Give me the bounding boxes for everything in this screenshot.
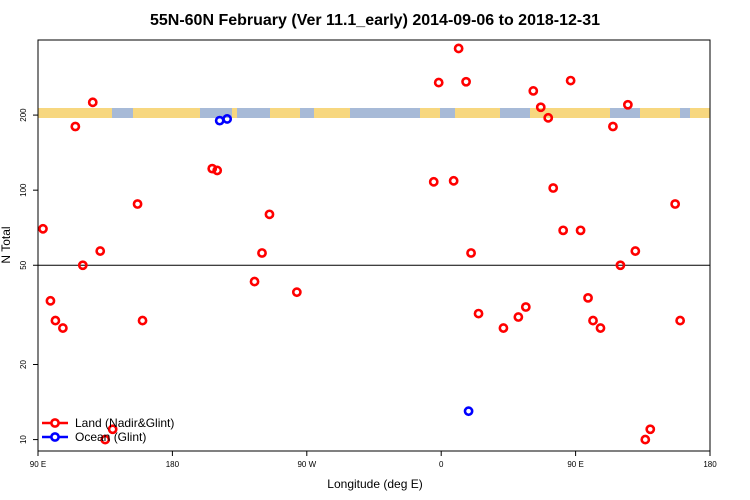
- data-point: [132, 199, 143, 209]
- data-point: [675, 315, 686, 326]
- map-land: [232, 108, 237, 118]
- data-point: [214, 115, 225, 126]
- map-land: [133, 108, 200, 118]
- legend-marker: [50, 432, 60, 442]
- data-point: [520, 302, 531, 312]
- y-tick-label: 20: [19, 360, 28, 369]
- x-tick-label: 0: [439, 460, 444, 469]
- data-point: [528, 86, 539, 96]
- x-axis-ticks: 90 E 180 90 W 0 90 E 180: [30, 451, 717, 469]
- data-point: [615, 260, 626, 271]
- data-point: [595, 323, 606, 333]
- data-point: [38, 223, 48, 234]
- data-point: [87, 97, 98, 108]
- y-tick-label: 50: [19, 260, 28, 269]
- data-point: [453, 43, 464, 54]
- data-point: [498, 323, 509, 333]
- data-point: [535, 102, 546, 113]
- data-points: [38, 43, 686, 445]
- map-land: [420, 108, 440, 118]
- data-point: [466, 248, 476, 258]
- data-point: [257, 248, 267, 258]
- data-point: [461, 76, 471, 87]
- data-point: [622, 99, 633, 110]
- map-land: [640, 108, 680, 118]
- data-point: [100, 434, 111, 445]
- data-point: [608, 121, 618, 132]
- data-point: [463, 406, 474, 417]
- data-point: [575, 225, 586, 236]
- plot-frame: [37, 39, 711, 452]
- x-tick-label: 90 E: [567, 460, 583, 469]
- data-point: [249, 276, 260, 287]
- legend-marker: [50, 418, 60, 428]
- x-tick-label: 90 E: [30, 460, 46, 469]
- data-point: [264, 209, 275, 220]
- map-land: [530, 108, 610, 118]
- x-tick-label: 180: [166, 460, 180, 469]
- map-land: [270, 108, 300, 118]
- data-point: [473, 308, 484, 319]
- y-tick-label: 10: [19, 435, 28, 444]
- data-point: [448, 175, 459, 186]
- data-point: [77, 260, 88, 271]
- legend: Land (Nadir&Glint)Ocean (Glint): [42, 416, 174, 444]
- data-point: [433, 77, 444, 88]
- y-tick-label: 100: [19, 183, 28, 197]
- world-map-strip: [38, 108, 710, 118]
- legend-label: Land (Nadir&Glint): [75, 416, 174, 430]
- map-ocean: [38, 108, 710, 118]
- x-tick-label: 180: [703, 460, 717, 469]
- y-axis-ticks: 10 20 50 100 200: [19, 108, 38, 444]
- data-point: [107, 424, 118, 435]
- data-point: [640, 434, 651, 445]
- data-point: [137, 315, 148, 326]
- map-land: [690, 108, 710, 118]
- data-point: [212, 165, 223, 176]
- data-point: [558, 225, 569, 236]
- data-point: [513, 312, 524, 322]
- data-point: [548, 183, 559, 193]
- data-point: [583, 292, 593, 303]
- map-land: [455, 108, 500, 118]
- data-point: [543, 112, 554, 123]
- data-point: [207, 163, 218, 174]
- data-point: [57, 323, 68, 333]
- data-point: [588, 315, 598, 326]
- data-point: [50, 315, 61, 326]
- legend-label: Ocean (Glint): [75, 430, 146, 444]
- x-axis-label: Longitude (deg E): [327, 477, 422, 491]
- y-tick-label: 200: [19, 108, 28, 122]
- data-point: [45, 295, 56, 306]
- data-point: [222, 114, 233, 124]
- map-land: [38, 108, 112, 118]
- y-axis-label: N Total: [0, 226, 13, 263]
- data-point: [291, 287, 302, 298]
- data-point: [670, 199, 681, 209]
- data-point: [70, 121, 81, 132]
- data-point: [630, 246, 641, 256]
- data-point: [428, 176, 439, 187]
- data-point: [645, 424, 656, 435]
- data-point: [565, 75, 576, 86]
- data-point: [95, 246, 106, 256]
- map-land: [314, 108, 350, 118]
- chart-title: 55N-60N February (Ver 11.1_early) 2014-0…: [150, 12, 600, 29]
- x-tick-label: 90 W: [297, 460, 316, 469]
